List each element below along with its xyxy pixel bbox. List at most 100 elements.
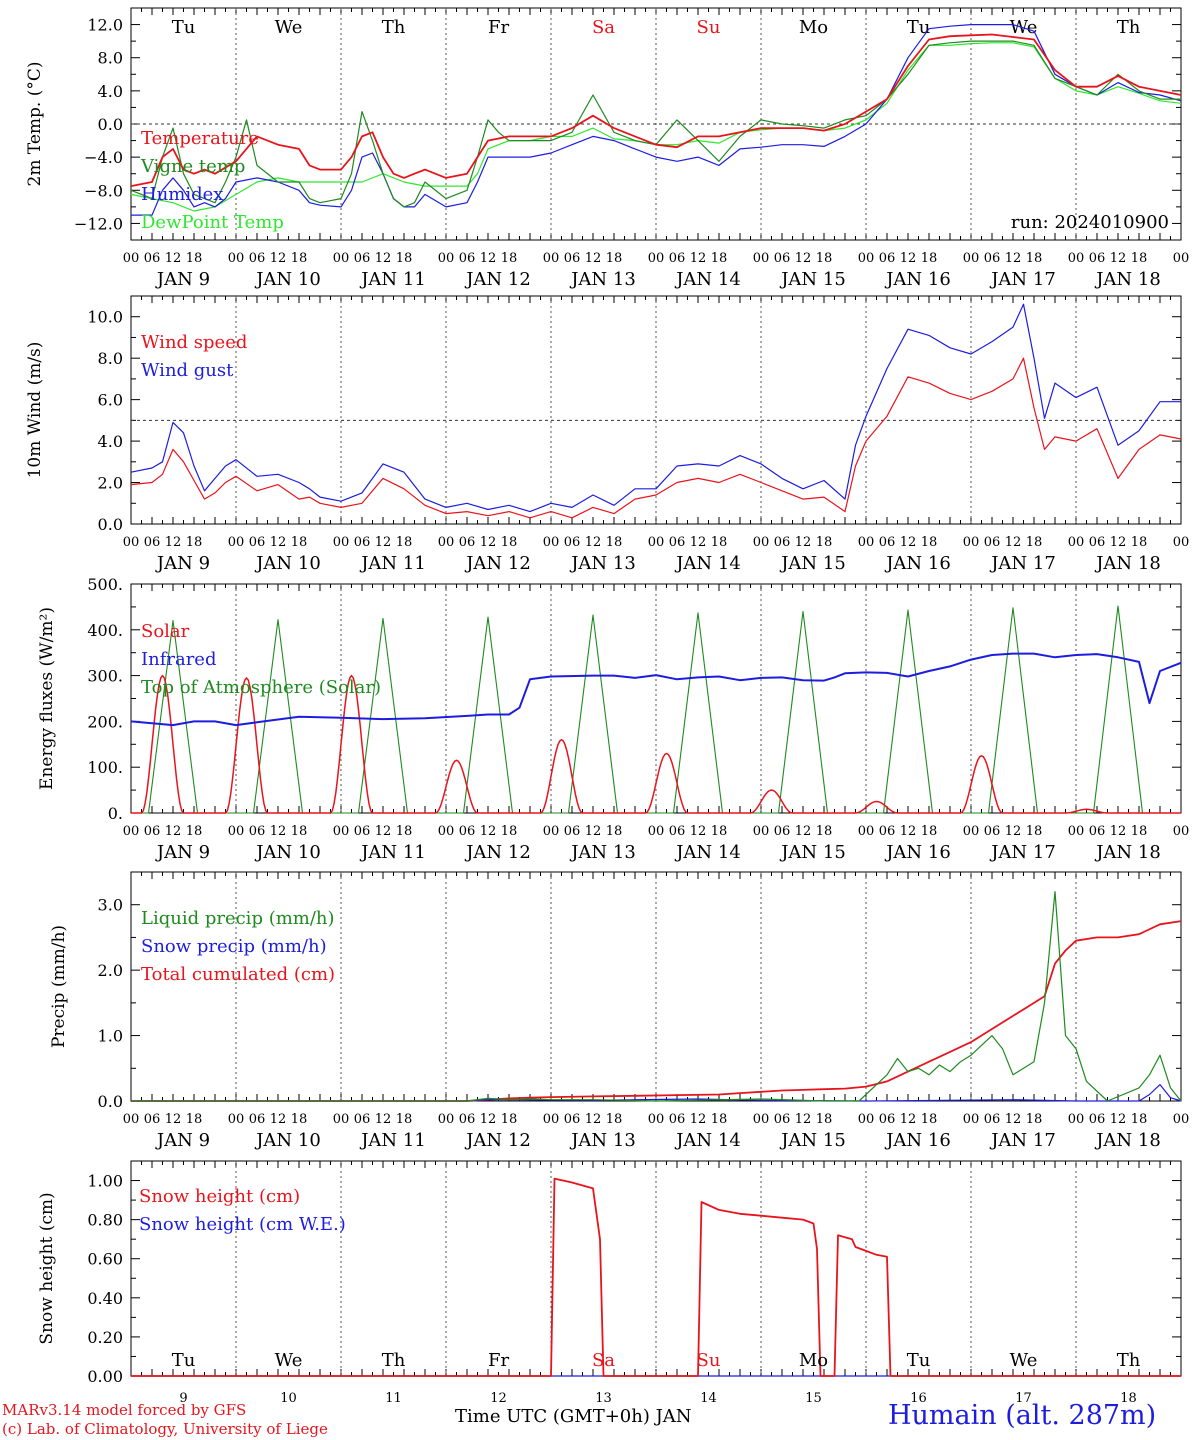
weekday-label: We xyxy=(1010,1350,1038,1371)
hour-tick-label: 18 xyxy=(501,535,518,550)
hour-tick-label: 12 xyxy=(900,1112,917,1127)
hour-tick-label: 00 xyxy=(1068,824,1085,839)
hour-tick-label: 12 xyxy=(270,535,287,550)
hour-tick-label: 12 xyxy=(480,1112,497,1127)
hour-tick-label: 18 xyxy=(396,1112,413,1127)
hour-tick-label: 00 xyxy=(753,824,770,839)
legend-entry: Infrared xyxy=(141,649,216,670)
hour-tick-label: 06 xyxy=(354,535,371,550)
hour-tick-label: 06 xyxy=(564,535,581,550)
footer-model-credit: MARv3.14 model forced by GFS xyxy=(2,1401,247,1419)
date-label: JAN 12 xyxy=(464,842,531,863)
hour-tick-label: 12 xyxy=(900,824,917,839)
y-tick-label: −4.0 xyxy=(84,148,123,167)
legend-entry: Top of Atmosphere (Solar) xyxy=(141,677,381,698)
date-label: JAN 16 xyxy=(884,269,951,290)
hour-tick-label: 06 xyxy=(774,1112,791,1127)
y-tick-label: 6.0 xyxy=(98,391,123,410)
weekday-label: We xyxy=(275,1350,303,1371)
hour-tick-label: 06 xyxy=(1089,824,1106,839)
hour-tick-label: 00 xyxy=(753,1112,770,1127)
weekday-label: Th xyxy=(1117,1350,1141,1371)
hour-tick-label: 00 xyxy=(438,824,455,839)
footer-lab-credit: (c) Lab. of Climatology, University of L… xyxy=(2,1420,328,1438)
hour-tick-label: 18 xyxy=(1026,1112,1043,1127)
series-humidex xyxy=(131,24,1182,216)
hour-tick-label: 12 xyxy=(585,824,602,839)
y-tick-label: −12.0 xyxy=(74,214,123,233)
date-label: JAN 18 xyxy=(1094,1130,1161,1151)
hour-tick-label: 06 xyxy=(774,535,791,550)
legend-entry: Snow height (cm W.E.) xyxy=(139,1214,346,1235)
hour-tick-label: 12 xyxy=(1005,251,1022,266)
hour-tick-label: 18 xyxy=(816,251,833,266)
hour-tick-label: 00 xyxy=(963,824,980,839)
hour-tick-label: 12 xyxy=(165,1112,182,1127)
station-name: Humain (alt. 287m) xyxy=(888,1400,1157,1431)
hour-tick-label: 06 xyxy=(879,251,896,266)
legend-entry: Snow precip (mm/h) xyxy=(141,936,327,957)
hour-tick-label: 00 xyxy=(1173,535,1190,550)
hour-tick-label: 12 xyxy=(1005,1112,1022,1127)
date-label: JAN 18 xyxy=(1094,842,1161,863)
hour-tick-label: 12 xyxy=(1110,824,1127,839)
y-tick-label: 0.80 xyxy=(87,1211,123,1230)
legend-entry: Wind speed xyxy=(141,332,247,353)
hour-tick-label: 00 xyxy=(228,1112,245,1127)
hour-tick-label: 12 xyxy=(1110,535,1127,550)
hour-tick-label: 06 xyxy=(879,535,896,550)
date-label: JAN 9 xyxy=(155,553,210,574)
date-label: JAN 16 xyxy=(884,1130,951,1151)
hour-tick-label: 18 xyxy=(921,251,938,266)
hour-tick-label: 06 xyxy=(669,535,686,550)
hour-tick-label: 12 xyxy=(480,251,497,266)
legend-entry: DewPoint Temp xyxy=(141,212,284,233)
hour-tick-label: 18 xyxy=(711,1112,728,1127)
hour-tick-label: 00 xyxy=(1068,251,1085,266)
weekday-label: Sa xyxy=(592,1350,615,1371)
hour-tick-label: 18 xyxy=(816,535,833,550)
day-number-label: 13 xyxy=(595,1391,612,1406)
hour-tick-label: 18 xyxy=(606,251,623,266)
hour-tick-label: 12 xyxy=(270,1112,287,1127)
hour-tick-label: 00 xyxy=(1173,824,1190,839)
date-label: JAN 13 xyxy=(569,553,636,574)
weekday-label: Fr xyxy=(488,17,509,38)
weekday-label: Tu xyxy=(907,1350,931,1371)
hour-tick-label: 18 xyxy=(921,535,938,550)
hour-tick-label: 18 xyxy=(711,251,728,266)
weekday-label: Su xyxy=(697,17,721,38)
legend-entry: Total cumulated (cm) xyxy=(141,964,335,985)
series-vigne-temp xyxy=(130,40,1181,208)
hour-tick-label: 18 xyxy=(186,824,203,839)
date-label: JAN 17 xyxy=(989,1130,1056,1151)
hour-tick-label: 18 xyxy=(711,535,728,550)
y-tick-label: 0.60 xyxy=(87,1250,123,1269)
hour-tick-label: 00 xyxy=(648,1112,665,1127)
hour-tick-label: 00 xyxy=(438,251,455,266)
hour-tick-label: 12 xyxy=(690,535,707,550)
date-label: JAN 17 xyxy=(989,553,1056,574)
hour-tick-label: 18 xyxy=(396,251,413,266)
date-label: JAN 13 xyxy=(569,269,636,290)
hour-tick-label: 12 xyxy=(480,824,497,839)
hour-tick-label: 00 xyxy=(858,535,875,550)
y-tick-label: 300. xyxy=(87,667,123,686)
y-axis-label: 2m Temp. (°C) xyxy=(25,61,45,186)
hour-tick-label: 12 xyxy=(165,824,182,839)
date-label: JAN 16 xyxy=(884,842,951,863)
hour-tick-label: 00 xyxy=(753,535,770,550)
hour-tick-label: 18 xyxy=(1026,824,1043,839)
hour-tick-label: 06 xyxy=(669,1112,686,1127)
hour-tick-label: 18 xyxy=(396,824,413,839)
hour-tick-label: 18 xyxy=(1131,535,1148,550)
hour-tick-label: 12 xyxy=(795,251,812,266)
hour-tick-label: 06 xyxy=(354,251,371,266)
hour-tick-label: 12 xyxy=(1005,824,1022,839)
hour-tick-label: 00 xyxy=(123,251,140,266)
hour-tick-label: 00 xyxy=(543,1112,560,1127)
hour-tick-label: 18 xyxy=(606,535,623,550)
date-label: JAN 17 xyxy=(989,842,1056,863)
x-axis-title: Time UTC (GMT+0h) JAN xyxy=(455,1406,692,1427)
y-tick-label: 0.0 xyxy=(98,1092,123,1111)
